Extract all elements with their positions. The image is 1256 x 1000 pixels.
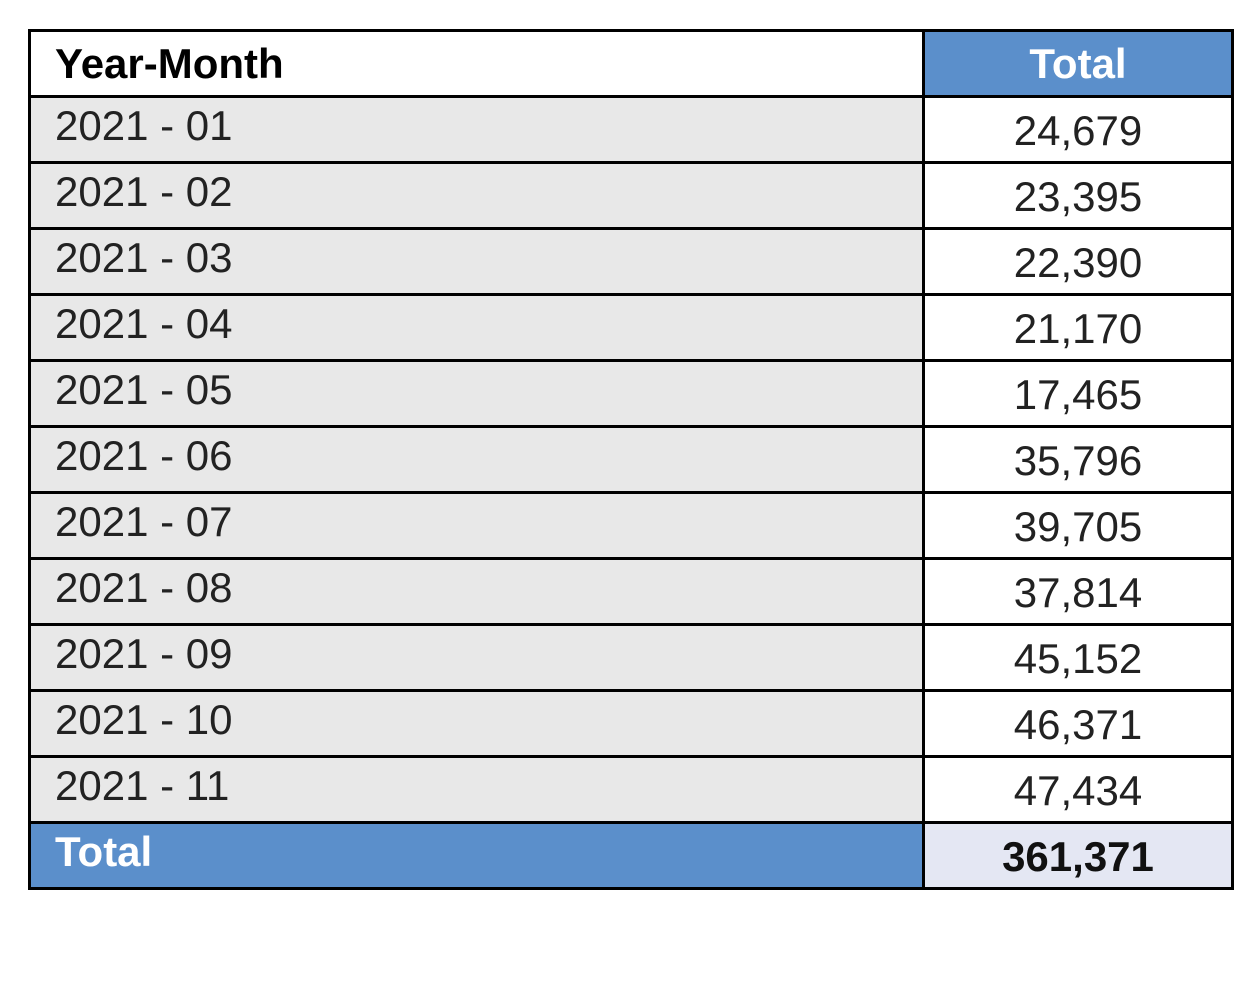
total-column-header: Total [922, 29, 1234, 98]
total-row-label: Total [28, 821, 925, 890]
table-row: 2021 - 03 22,390 [28, 227, 1234, 296]
total-value-cell: 35,796 [922, 425, 1234, 494]
year-month-cell: 2021 - 09 [28, 623, 925, 692]
table-body: 2021 - 01 24,679 2021 - 02 23,395 2021 - 03 2… [28, 95, 1234, 824]
table-row: 2021 - 06 35,796 [28, 425, 1234, 494]
total-value-cell: 23,395 [922, 161, 1234, 230]
table-row: 2021 - 02 23,395 [28, 161, 1234, 230]
year-month-cell: 2021 - 03 [28, 227, 925, 296]
year-month-cell: 2021 - 02 [28, 161, 925, 230]
total-value-cell: 37,814 [922, 557, 1234, 626]
total-value-cell: 46,371 [922, 689, 1234, 758]
table-row: 2021 - 11 47,434 [28, 755, 1234, 824]
table-row: 2021 - 10 46,371 [28, 689, 1234, 758]
year-month-cell: 2021 - 04 [28, 293, 925, 362]
year-month-cell: 2021 - 05 [28, 359, 925, 428]
total-value-cell: 45,152 [922, 623, 1234, 692]
year-month-cell: 2021 - 08 [28, 557, 925, 626]
year-month-cell: 2021 - 01 [28, 95, 925, 164]
total-value-cell: 21,170 [922, 293, 1234, 362]
total-row: Total 361,371 [28, 821, 1234, 890]
table-row: 2021 - 05 17,465 [28, 359, 1234, 428]
total-value-cell: 39,705 [922, 491, 1234, 560]
total-value-cell: 22,390 [922, 227, 1234, 296]
year-month-cell: 2021 - 10 [28, 689, 925, 758]
year-month-cell: 2021 - 06 [28, 425, 925, 494]
total-value-cell: 47,434 [922, 755, 1234, 824]
header-row: Year-Month Total [28, 29, 1234, 98]
data-table-container: Year-Month Total 2021 - 01 24,679 2021 - 0… [28, 29, 1234, 890]
table-row: 2021 - 08 37,814 [28, 557, 1234, 626]
table-row: 2021 - 01 24,679 [28, 95, 1234, 164]
total-value-cell: 17,465 [922, 359, 1234, 428]
table-row: 2021 - 04 21,170 [28, 293, 1234, 362]
year-month-cell: 2021 - 11 [28, 755, 925, 824]
total-row-value: 361,371 [922, 821, 1234, 890]
year-month-cell: 2021 - 07 [28, 491, 925, 560]
total-value-cell: 24,679 [922, 95, 1234, 164]
year-month-column-header: Year-Month [28, 29, 925, 98]
monthly-totals-table: Year-Month Total 2021 - 01 24,679 2021 - 0… [28, 29, 1234, 890]
table-row: 2021 - 07 39,705 [28, 491, 1234, 560]
table-row: 2021 - 09 45,152 [28, 623, 1234, 692]
